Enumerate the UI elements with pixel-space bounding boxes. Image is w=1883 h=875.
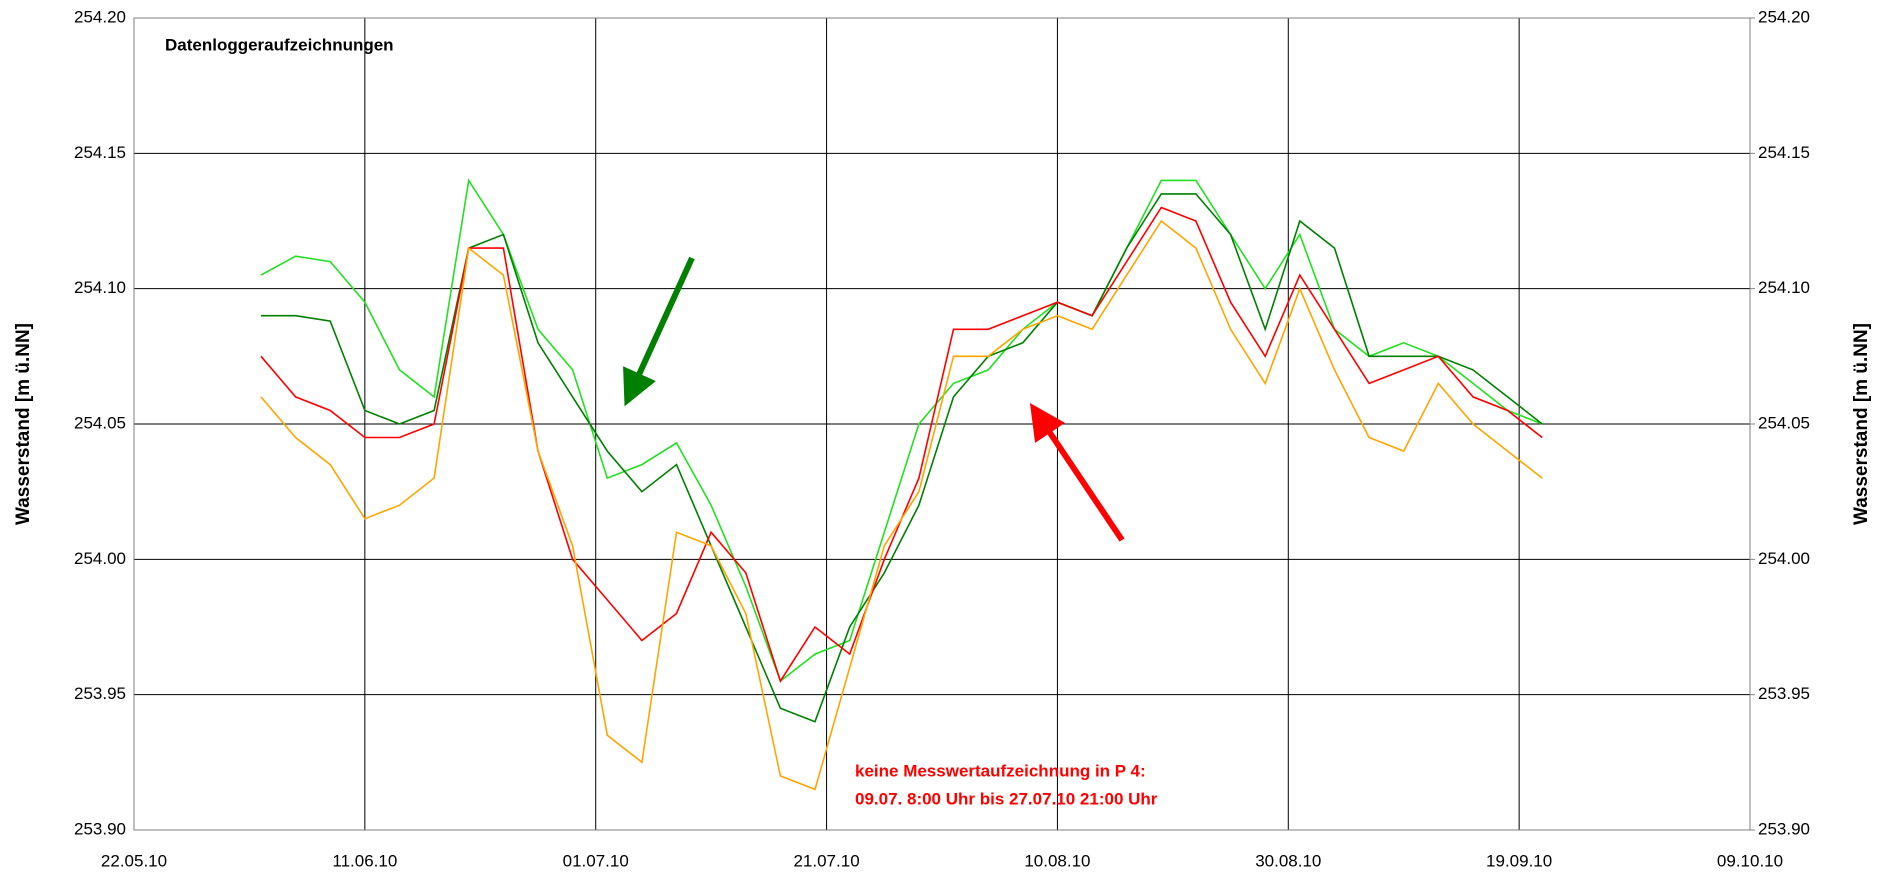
y-tick-label: 254.15 [74, 143, 126, 162]
x-tick-label: 01.07.10 [563, 851, 629, 870]
chart-annotation: keine Messwertaufzeichnung in P 4: [855, 761, 1146, 780]
x-tick-label: 21.07.10 [793, 851, 859, 870]
y2-tick-label: 254.20 [1758, 7, 1810, 26]
y2-tick-label: 253.95 [1758, 684, 1810, 703]
chart-annotation: Datenloggeraufzeichnungen [165, 35, 394, 54]
y-axis-title: Wasserstand [m ü.NN] [13, 323, 34, 525]
arrow [623, 256, 695, 407]
y2-tick-label: 254.05 [1758, 413, 1810, 432]
y-tick-label: 253.90 [74, 819, 126, 838]
chart-annotation: 09.07. 8:00 Uhr bis 27.07.10 21:00 Uhr [855, 789, 1158, 808]
y2-axis-title: Wasserstand [m ü.NN] [1851, 323, 1872, 525]
y2-tick-label: 254.15 [1758, 143, 1810, 162]
series-line [260, 219, 1543, 791]
x-tick-label: 19.09.10 [1486, 851, 1552, 870]
y-tick-label: 253.95 [74, 684, 126, 703]
y-tick-label: 254.10 [74, 278, 126, 297]
series-line [260, 178, 1543, 683]
x-tick-label: 10.08.10 [1024, 851, 1090, 870]
lines [260, 178, 1543, 791]
series-line [261, 193, 1543, 723]
y2-tick-label: 253.90 [1758, 819, 1810, 838]
x-tick-label: 30.08.10 [1255, 851, 1321, 870]
x-tick-label: 22.05.10 [101, 851, 167, 870]
y2-tick-label: 254.10 [1758, 278, 1810, 297]
grid [133, 17, 1751, 831]
x-tick-label: 09.10.10 [1717, 851, 1783, 870]
y-tick-label: 254.00 [74, 549, 126, 568]
y-tick-label: 254.05 [74, 413, 126, 432]
y-tick-label: 254.20 [74, 7, 126, 26]
y2-tick-label: 254.00 [1758, 549, 1810, 568]
arrow [1029, 403, 1125, 542]
x-tick-label: 11.06.10 [332, 851, 397, 870]
